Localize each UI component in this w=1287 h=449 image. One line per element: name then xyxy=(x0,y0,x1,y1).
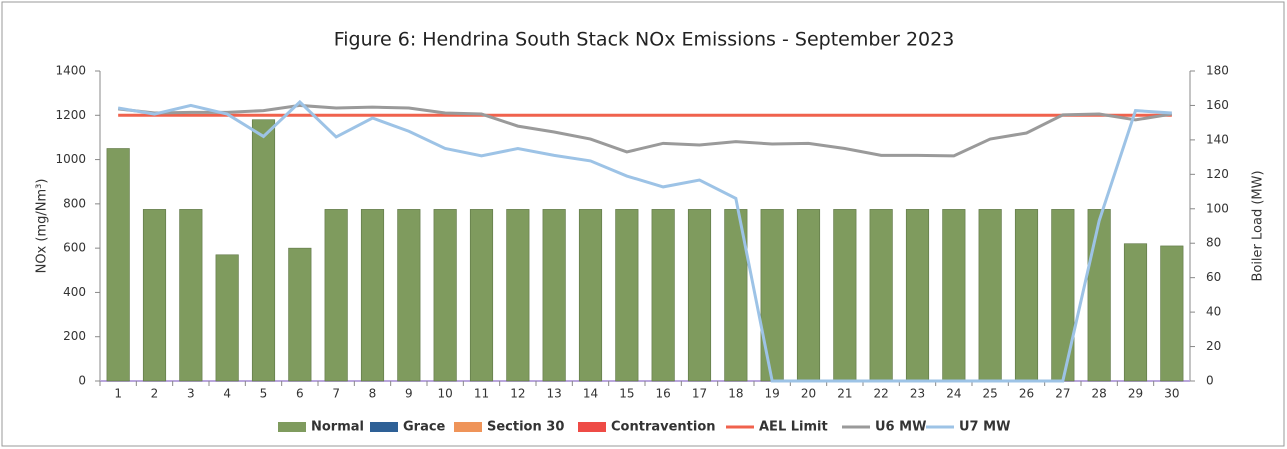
y-tick-label: 200 xyxy=(63,329,86,343)
y2-tick-label: 40 xyxy=(1206,305,1221,319)
bar xyxy=(251,119,276,382)
y2-tick-label: 100 xyxy=(1206,201,1229,215)
legend-label: Grace xyxy=(403,420,446,435)
bar xyxy=(978,209,1002,382)
bar xyxy=(215,254,239,382)
legend-swatch xyxy=(454,422,482,432)
x-tick-label: 21 xyxy=(837,387,852,401)
bar xyxy=(687,209,712,382)
legend-label: U6 MW xyxy=(875,420,926,435)
x-tick-label: 22 xyxy=(874,387,889,401)
bar xyxy=(615,209,639,382)
x-tick-label: 18 xyxy=(728,387,743,401)
bar xyxy=(324,209,348,382)
legend-label: U7 MW xyxy=(959,420,1010,435)
x-tick-label: 13 xyxy=(547,387,562,401)
bar xyxy=(796,209,821,382)
legend-swatch xyxy=(578,422,606,432)
x-tick-label: 16 xyxy=(656,387,671,401)
y2-axis-label: Boiler Load (MW) xyxy=(1251,170,1266,281)
bar xyxy=(1087,209,1111,382)
x-tick-label: 27 xyxy=(1055,387,1070,401)
y-tick-label: 800 xyxy=(63,196,86,210)
x-tick-label: 19 xyxy=(765,387,780,401)
y-axis-label: NOx (mg/Nm³) xyxy=(35,179,50,274)
x-tick-label: 2 xyxy=(151,387,159,401)
x-tick-label: 28 xyxy=(1092,387,1107,401)
bar xyxy=(942,209,966,382)
bar xyxy=(1160,245,1184,382)
x-tick-label: 10 xyxy=(438,387,453,401)
x-tick-label: 11 xyxy=(474,387,489,401)
y-tick-label: 0 xyxy=(78,374,86,388)
x-tick-label: 5 xyxy=(260,387,268,401)
bar xyxy=(1014,209,1039,382)
bar xyxy=(288,247,312,382)
legend-label: AEL Limit xyxy=(759,420,828,435)
x-tick-label: 25 xyxy=(983,387,998,401)
x-tick-label: 7 xyxy=(332,387,340,401)
bar xyxy=(142,209,167,382)
legend-label: Contravention xyxy=(611,420,716,435)
bar xyxy=(469,209,494,382)
y2-tick-label: 140 xyxy=(1206,132,1229,146)
y-tick-label: 400 xyxy=(63,285,86,299)
x-tick-label: 8 xyxy=(369,387,377,401)
y-tick-label: 1400 xyxy=(55,64,86,78)
bar xyxy=(397,209,421,382)
bar xyxy=(724,209,748,382)
bar xyxy=(542,209,566,382)
legend-label: Section 30 xyxy=(487,420,564,435)
bar xyxy=(869,209,893,382)
bar xyxy=(106,148,130,382)
line xyxy=(117,99,1172,383)
y2-tick-label: 0 xyxy=(1206,374,1214,388)
bar xyxy=(506,209,530,382)
legend-swatch xyxy=(278,422,306,432)
y-tick-label: 600 xyxy=(63,241,86,255)
y2-tick-label: 160 xyxy=(1206,98,1229,112)
x-tick-label: 29 xyxy=(1128,387,1143,401)
x-tick-label: 15 xyxy=(619,387,634,401)
x-tick-label: 17 xyxy=(692,387,707,401)
y-tick-label: 1000 xyxy=(55,152,86,166)
y2-tick-label: 120 xyxy=(1206,167,1229,181)
x-tick-label: 4 xyxy=(223,387,231,401)
bar xyxy=(760,209,784,382)
bar xyxy=(179,209,203,382)
bar xyxy=(1123,243,1148,382)
y-tick-label: 1200 xyxy=(55,108,86,122)
x-tick-label: 24 xyxy=(946,387,961,401)
bar xyxy=(651,209,675,382)
x-tick-label: 9 xyxy=(405,387,413,401)
legend-swatch xyxy=(370,422,398,432)
x-tick-label: 26 xyxy=(1019,387,1034,401)
x-tick-label: 3 xyxy=(187,387,195,401)
bar xyxy=(1051,209,1075,382)
bar xyxy=(578,209,603,382)
legend-label: Normal xyxy=(311,420,364,435)
x-tick-label: 23 xyxy=(910,387,925,401)
y2-tick-label: 180 xyxy=(1206,64,1229,78)
bar xyxy=(833,209,857,382)
x-tick-label: 20 xyxy=(801,387,816,401)
bar xyxy=(360,209,385,382)
bar xyxy=(905,209,930,382)
y2-tick-label: 60 xyxy=(1206,270,1221,284)
bar xyxy=(433,209,457,382)
x-tick-label: 1 xyxy=(114,387,122,401)
x-tick-label: 6 xyxy=(296,387,304,401)
x-tick-label: 12 xyxy=(510,387,525,401)
x-tick-label: 30 xyxy=(1164,387,1179,401)
chart-title: Figure 6: Hendrina South Stack NOx Emiss… xyxy=(334,29,955,51)
y2-tick-label: 20 xyxy=(1206,339,1221,353)
x-tick-label: 14 xyxy=(583,387,598,401)
y2-tick-label: 80 xyxy=(1206,236,1221,250)
